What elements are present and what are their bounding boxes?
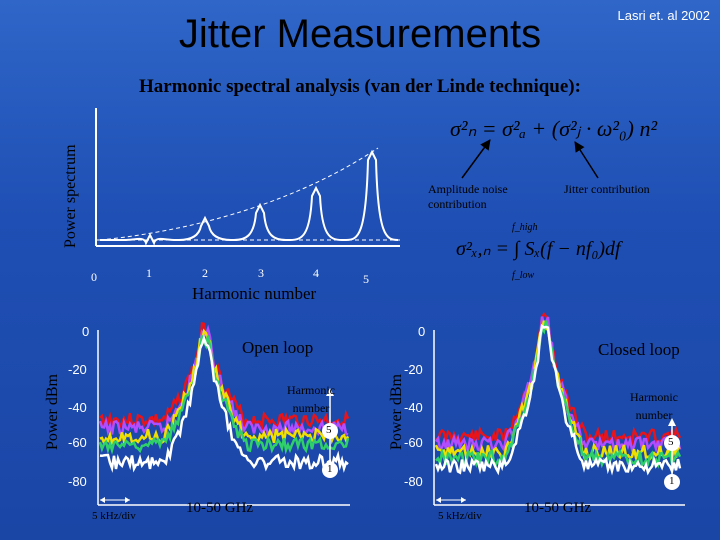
tick-0: 0 (91, 270, 97, 284)
envelope-dashed (99, 147, 379, 241)
jitter-arrow (574, 141, 599, 179)
right-ytick-80: -80 (404, 474, 423, 489)
power-spectrum-diagram (95, 108, 400, 247)
left-marker-5-text: 5 (326, 424, 332, 436)
left-freq-label: 10-50 GHz (186, 500, 254, 516)
left-ytick-40: -40 (68, 400, 87, 415)
equation-integral: σ²ₓ,ₙ = ∫ Sₓ(f − nf₀)df (456, 238, 621, 260)
spectrum-trace (99, 328, 350, 447)
author-citation: Lasri et. al 2002 (617, 8, 710, 23)
left-traces (98, 321, 350, 473)
right-ytick-40: -40 (404, 400, 423, 415)
slide-title: Jitter Measurements (178, 12, 542, 56)
tick-1: 1 (146, 266, 152, 280)
left-span-label: 5 kHz/div (92, 510, 136, 522)
right-harmonic-label: Harmonic number (630, 390, 678, 422)
left-ytick-20: -20 (68, 362, 87, 377)
left-ytick-80: -80 (68, 474, 87, 489)
spectrum-trace (99, 334, 349, 473)
tick-2: 2 (202, 266, 208, 280)
right-traces (434, 311, 682, 476)
right-marker-5 (664, 435, 680, 451)
integral-upper-limit: f_high (512, 222, 538, 233)
right-ytick-0: 0 (418, 324, 426, 339)
left-ytick-0: 0 (82, 324, 90, 339)
tick-5: 5 (363, 272, 369, 286)
harmonic-peaks (100, 149, 399, 246)
left-marker-5 (322, 423, 338, 439)
spectrum-trace (98, 335, 350, 455)
right-marker-5-text: 5 (668, 436, 674, 448)
integral-lower-limit: f_low (512, 270, 535, 281)
closed-loop-label: Closed loop (598, 340, 680, 359)
right-marker-1 (664, 474, 680, 490)
right-marker-1-text: 1 (669, 475, 675, 487)
harmonic-number-xlabel: Harmonic number (192, 284, 317, 303)
open-loop-label: Open loop (242, 338, 314, 357)
right-ytick-20: -20 (404, 362, 423, 377)
tick-3: 3 (258, 266, 264, 280)
right-span-label: 5 kHz/div (438, 510, 482, 522)
slide-subtitle: Harmonic spectral analysis (van der Lind… (139, 76, 581, 97)
right-freq-label: 10-50 GHz (524, 500, 592, 516)
right-ytick-60: -60 (404, 435, 423, 450)
left-ytick-60: -60 (68, 435, 87, 450)
amp-arrow (461, 139, 491, 179)
left-harmonic-label: Harmonic number (287, 383, 335, 415)
spectrum-trace (434, 323, 682, 476)
amplitude-noise-label: Amplitude noise contribution (428, 182, 508, 211)
tick-4: 4 (313, 266, 319, 280)
equation-variance: σ²ₙ = σ²ₐ + (σ²ⱼ · ω²₀) n² (450, 116, 658, 141)
left-marker-1 (322, 462, 338, 478)
jitter-contribution-label: Jitter contribution (564, 182, 650, 196)
left-marker-1-text: 1 (327, 463, 333, 475)
